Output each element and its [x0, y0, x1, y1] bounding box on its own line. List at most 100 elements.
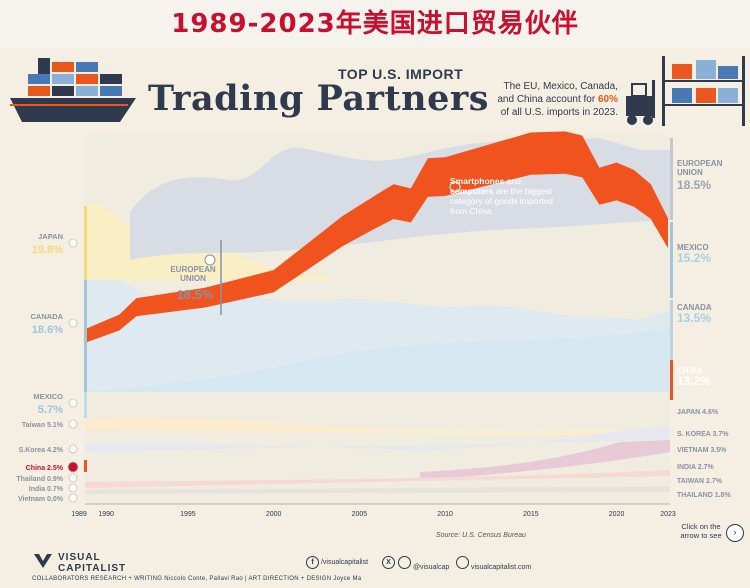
x-tick-label: 1989 — [71, 511, 87, 518]
x-tick-label: 2010 — [437, 511, 453, 518]
trading-partners-chart: 1989 1990 1995 2000 2005 2010 2015 2020 2023 EUR… — [16, 131, 731, 518]
facebook-handle: /visualcapitalist — [320, 559, 369, 566]
credits: COLLABORATORS RESEARCH + WRITING Niccolo… — [32, 576, 362, 582]
x-tick-label: 2005 — [352, 511, 368, 518]
left-label-value: 18.6% — [32, 324, 63, 336]
left-label-name: S.Korea 4.2% — [19, 447, 64, 454]
thailand-band — [85, 486, 670, 494]
right-label-name-2: UNION — [677, 168, 703, 177]
left-label-value: 5.7% — [38, 404, 63, 416]
flag-icon — [68, 238, 78, 248]
next-arrow-button[interactable]: › — [726, 524, 744, 542]
right-label-value: 15.2% — [677, 251, 711, 265]
click-note: Click on the arrow to see — [680, 522, 722, 540]
facebook-link[interactable]: f /visualcapitalist — [306, 556, 368, 569]
taiwan-band — [85, 417, 670, 436]
chinese-title: 1989-2023年美国进口贸易伙伴 — [0, 0, 750, 48]
eu-right-marker — [670, 138, 673, 220]
subtitle-bold: 60% — [597, 94, 618, 105]
left-label-name: India 0.7% — [29, 486, 64, 493]
x-tick-label: 2000 — [266, 511, 282, 518]
india-band — [85, 470, 670, 488]
china-marker — [84, 460, 87, 472]
eu-inline-label: EUROPEAN UNION 18.5% — [170, 240, 222, 315]
flag-icon — [68, 419, 78, 429]
left-label-india: India 0.7% — [29, 483, 78, 493]
x-icon: X — [382, 556, 395, 569]
left-label-vietnam: Vietnam 0.0% — [18, 493, 78, 503]
visual-capitalist-logo-icon — [34, 554, 52, 568]
website-url: visualcapitalist.com — [470, 564, 532, 571]
x-tick-label: 2015 — [523, 511, 539, 518]
eu-inline-name-2: UNION — [180, 274, 206, 283]
header-kicker: TOP U.S. IMPORT — [338, 66, 464, 82]
flag-icon — [68, 493, 78, 503]
annotation-bold-1: Smartphones — [450, 176, 505, 186]
annotation-bold-2: computers — [450, 186, 494, 196]
left-label-thailand: Thailand 0.9% — [16, 473, 78, 483]
right-label-name: TAIWAN 2.7% — [677, 478, 723, 485]
china-series-area — [85, 131, 668, 343]
facebook-icon: f — [306, 556, 319, 569]
korea-band — [85, 426, 670, 452]
flag-icon — [68, 318, 78, 328]
x-tick-label: 2020 — [609, 511, 625, 518]
header: TOP U.S. IMPORT Trading Partners The EU,… — [0, 48, 750, 130]
x-link[interactable]: X — [382, 556, 395, 569]
x-handle: @visualcap — [412, 564, 450, 571]
left-label-name: China 2.5% — [26, 465, 64, 472]
annotation-mid: and — [504, 176, 521, 186]
right-label-value: 18.5% — [677, 178, 711, 192]
china-annotation: Smartphones and computers are the bigges… — [450, 176, 554, 216]
cargo-ship-illustration — [10, 58, 136, 122]
right-label-name: CANADA — [677, 303, 712, 312]
right-label-value: 13.2% — [677, 374, 711, 388]
footer: Source: U.S. Census Bureau Click on the … — [0, 522, 750, 588]
flag-icon — [68, 444, 78, 454]
flag-icon — [68, 483, 78, 493]
right-label-name: EUROPEAN — [677, 159, 723, 168]
right-label-name: JAPAN 4.6% — [677, 409, 719, 416]
logo-line-2: CAPITALIST — [58, 563, 127, 574]
mexico-band — [85, 328, 670, 392]
left-label-value: 19.8% — [32, 244, 63, 256]
china-right-marker — [670, 360, 673, 400]
x-tick-label: 1995 — [180, 511, 196, 518]
instagram-link[interactable]: @visualcap — [398, 556, 449, 571]
annotation-rest: are the biggest category of goods import… — [450, 186, 554, 216]
logo-text: VISUAL CAPITALIST — [58, 552, 126, 574]
canada-right-marker — [670, 300, 673, 364]
canada-marker — [84, 280, 87, 392]
left-label-name: CANADA — [31, 312, 64, 321]
left-labels: JAPAN 19.8% CANADA 18.6% MEXICO 5.7% Taiwan 5.… — [16, 232, 79, 503]
right-label-vietnam: VIETNAM 3.5% — [677, 447, 727, 454]
x-tick-label: 1990 — [98, 511, 114, 518]
left-label-mexico: MEXICO 5.7% — [33, 392, 78, 416]
left-label-name: Vietnam 0.0% — [18, 496, 64, 503]
flag-icon — [68, 473, 78, 483]
mexico-marker — [84, 392, 87, 418]
website-link[interactable]: visualcapitalist.com — [456, 556, 531, 571]
x-axis-ticks: 1989 1990 1995 2000 2005 2010 2015 2020 2023 — [71, 511, 676, 518]
right-label-name: CHINA — [677, 366, 703, 375]
right-label-name: VIETNAM 3.5% — [677, 447, 727, 454]
japan-marker — [84, 206, 87, 280]
subtitle-post: of all U.S. imports in 2023. — [500, 107, 618, 118]
eu-inline-name-1: EUROPEAN — [170, 265, 216, 274]
left-label-skorea: S.Korea 4.2% — [19, 444, 78, 454]
instagram-icon — [398, 556, 411, 569]
subtitle-pre: The EU, Mexico, Canada, and China accoun… — [497, 81, 618, 105]
page-title: Trading Partners — [148, 78, 490, 119]
right-label-name: INDIA 2.7% — [677, 464, 714, 471]
right-label-skorea: S. KOREA 3.7% — [677, 431, 729, 438]
eu-inline-value: 18.5% — [177, 287, 214, 302]
right-label-japan: JAPAN 4.6% — [677, 409, 719, 416]
right-label-thailand: THAILAND 1.8% — [677, 492, 731, 499]
right-label-name: S. KOREA 3.7% — [677, 431, 729, 438]
vietnam-band — [420, 440, 670, 480]
mexico-right-marker — [670, 222, 673, 298]
